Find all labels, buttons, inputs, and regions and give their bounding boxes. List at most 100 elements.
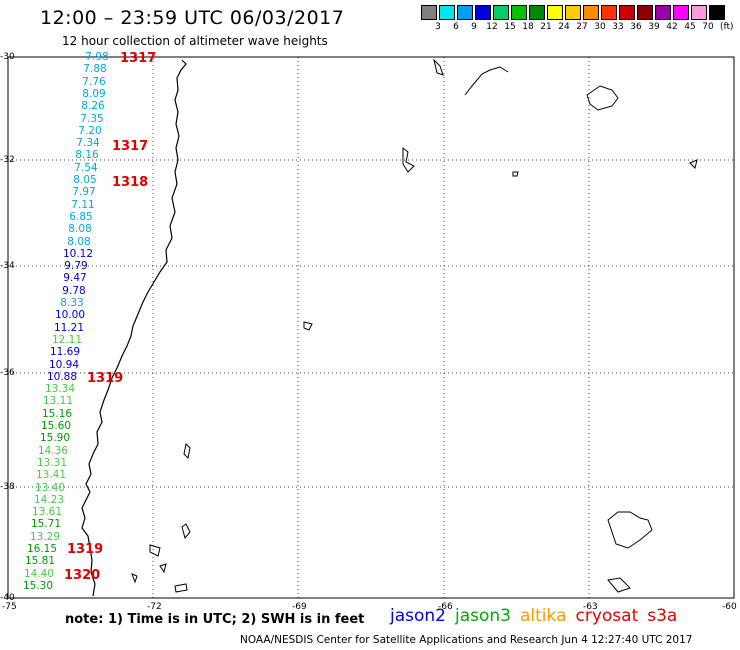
wave-height-value: 15.30 bbox=[22, 579, 54, 592]
wave-height-value: 7.35 bbox=[80, 112, 104, 125]
legend-swatch bbox=[709, 5, 725, 20]
pass-number: 1318 bbox=[112, 175, 149, 190]
wave-height-value: 12.11 bbox=[51, 333, 83, 346]
legend-swatch bbox=[439, 5, 455, 20]
latitude-label: -30 bbox=[0, 52, 15, 62]
legend-level-label: 70 bbox=[702, 22, 714, 32]
wave-height-value: 8.33 bbox=[60, 297, 84, 309]
wave-height-value: 13.40 bbox=[34, 481, 66, 494]
wave-height-value: 14.36 bbox=[37, 444, 69, 457]
wave-height-value: 13.11 bbox=[42, 395, 74, 408]
legend-level-label: 9 bbox=[471, 22, 477, 32]
wave-height-value: 14.40 bbox=[23, 567, 55, 580]
wave-height-value: 8.26 bbox=[81, 100, 105, 113]
legend-level-label: 24 bbox=[558, 22, 570, 32]
latitude-label: -36 bbox=[0, 368, 15, 378]
legend-swatch bbox=[673, 5, 689, 20]
wave-height-value: 8.09 bbox=[82, 87, 106, 100]
legend-swatch bbox=[565, 5, 581, 20]
legend-level-label: 12 bbox=[486, 22, 498, 32]
legend-swatch bbox=[547, 5, 563, 20]
wave-height-value: 8.08 bbox=[67, 235, 91, 248]
pass-number: 1317 bbox=[112, 139, 149, 154]
wave-height-value: 7.11 bbox=[71, 198, 95, 211]
wave-height-value: 13.34 bbox=[44, 383, 76, 396]
legend-swatch bbox=[511, 5, 527, 20]
wave-height-value: 9.47 bbox=[63, 272, 87, 285]
wave-height-value: 6.85 bbox=[69, 210, 93, 223]
satellite-jason3: jason3 bbox=[455, 606, 511, 626]
legend-swatch bbox=[637, 5, 653, 20]
wave-height-value: 9.78 bbox=[62, 284, 86, 297]
legend-swatch bbox=[619, 5, 635, 20]
wave-height-value: 13.61 bbox=[31, 506, 63, 519]
satellite-legend: jason2 jason3 altika cryosat s3a bbox=[390, 606, 686, 626]
legend-level-label: 18 bbox=[522, 22, 534, 32]
units-note: note: 1) Time is in UTC; 2) SWH is in fe… bbox=[65, 612, 365, 627]
pass-number: 1317 bbox=[120, 51, 157, 66]
satellite-s3a: s3a bbox=[647, 606, 678, 626]
wave-height-value: 13.41 bbox=[35, 469, 67, 482]
legend-unit: (ft) bbox=[720, 22, 734, 32]
wave-height-value: 7.34 bbox=[76, 137, 100, 150]
satellite-jason2: jason2 bbox=[390, 606, 446, 626]
wave-height-value: 15.71 bbox=[30, 518, 62, 531]
legend-swatch bbox=[691, 5, 707, 20]
wave-height-value: 10.94 bbox=[48, 358, 80, 371]
legend-level-label: 15 bbox=[504, 22, 516, 32]
legend-level-label: 36 bbox=[630, 22, 642, 32]
credits-footer: NOAA/NESDIS Center for Satellite Applica… bbox=[240, 634, 693, 646]
legend-swatch bbox=[475, 5, 491, 20]
wave-height-value: 8.16 bbox=[75, 149, 99, 162]
wave-height-value: 9.79 bbox=[64, 260, 88, 273]
latitude-label: -32 bbox=[0, 155, 15, 165]
legend-swatch bbox=[493, 5, 509, 20]
wave-height-value: 15.16 bbox=[41, 407, 73, 420]
longitude-label: -66 bbox=[438, 602, 453, 612]
longitude-label: -69 bbox=[292, 602, 307, 612]
wave-height-value: 7.20 bbox=[78, 124, 102, 137]
pass-number: 1319 bbox=[87, 371, 124, 386]
legend-level-label: 6 bbox=[453, 22, 459, 32]
legend-swatch bbox=[601, 5, 617, 20]
wave-height-value: 15.60 bbox=[40, 420, 72, 432]
legend-level-label: 30 bbox=[594, 22, 606, 32]
wave-height-value: 8.05 bbox=[73, 174, 97, 186]
islands bbox=[131, 58, 698, 593]
wave-height-value: 13.31 bbox=[36, 456, 68, 469]
wave-height-value: 7.97 bbox=[72, 186, 96, 199]
wave-height-value: 13.29 bbox=[29, 530, 61, 543]
legend-level-label: 33 bbox=[612, 22, 624, 32]
wave-height-value: 11.69 bbox=[49, 346, 81, 359]
wave-height-value: 7.88 bbox=[83, 63, 107, 76]
wave-height-value: 7.76 bbox=[82, 75, 106, 88]
wave-height-value: 7.98 bbox=[85, 51, 109, 63]
chile-coastline bbox=[81, 59, 187, 597]
wave-height-value: 15.90 bbox=[39, 432, 71, 445]
lat-lon-grid bbox=[8, 57, 734, 598]
legend-level-label: 39 bbox=[648, 22, 660, 32]
wave-height-value: 16.15 bbox=[26, 543, 58, 555]
map-subtitle: 12 hour collection of altimeter wave hei… bbox=[62, 34, 328, 48]
pass-number: 1319 bbox=[67, 542, 104, 557]
legend-level-label: 45 bbox=[684, 22, 696, 32]
wave-height-value: 14.23 bbox=[33, 493, 65, 506]
wave-height-value: 8.08 bbox=[68, 223, 92, 236]
longitude-label: -72 bbox=[147, 602, 162, 612]
legend-level-label: 21 bbox=[540, 22, 552, 32]
legend-swatch bbox=[421, 5, 437, 20]
legend-swatch bbox=[583, 5, 599, 20]
wave-height-value: 10.88 bbox=[46, 370, 78, 383]
wave-height-value: 15.81 bbox=[24, 555, 56, 568]
wave-height-value: 10.00 bbox=[54, 309, 86, 322]
legend-level-label: 3 bbox=[435, 22, 441, 32]
wave-height-value: 11.21 bbox=[53, 321, 85, 334]
latitude-label: -40 bbox=[0, 593, 15, 603]
latitude-label: -34 bbox=[0, 261, 15, 271]
satellite-cryosat: cryosat bbox=[575, 606, 639, 626]
legend-swatch bbox=[529, 5, 545, 20]
wave-height-value: 10.12 bbox=[62, 247, 94, 260]
latitude-label: -38 bbox=[0, 482, 15, 492]
longitude-label: -60 bbox=[722, 602, 737, 612]
